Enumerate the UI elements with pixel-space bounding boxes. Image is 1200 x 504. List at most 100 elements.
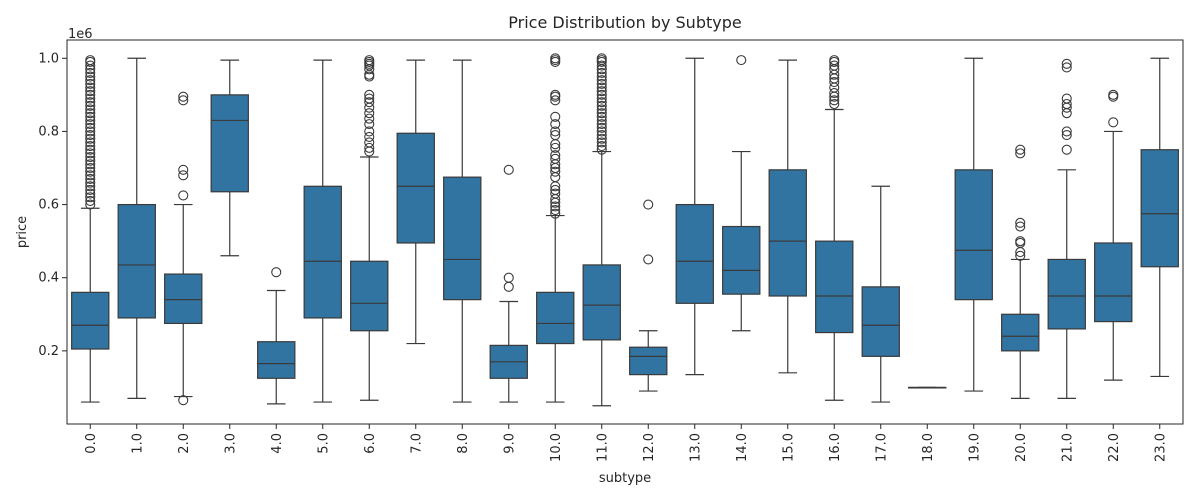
outlier-point (85, 166, 96, 177)
outlier-point (364, 93, 375, 104)
outlier-point (550, 201, 561, 212)
box-iqr (722, 225, 761, 295)
outlier-point (1061, 108, 1072, 119)
outlier-point (364, 55, 375, 66)
outlier-point (550, 208, 561, 219)
outlier-point (550, 95, 561, 106)
outlier-point (85, 111, 96, 122)
box-iqr (768, 169, 807, 297)
x-tick-label: 11.0 (595, 433, 610, 462)
outlier-point (85, 199, 96, 210)
outlier-point (85, 195, 96, 206)
outlier-point (1015, 144, 1026, 155)
outlier-point (85, 93, 96, 104)
outlier-point (596, 82, 607, 93)
outlier-point (550, 184, 561, 195)
outlier-point (364, 137, 375, 148)
y-tick-label: 1.0 (38, 51, 59, 66)
outlier-point (596, 137, 607, 148)
outlier-point (85, 122, 96, 133)
x-tick-label: 20.0 (1014, 433, 1029, 462)
y-tick-label: 0.4 (38, 271, 59, 286)
outlier-point (178, 95, 189, 106)
outlier-point (829, 98, 840, 110)
box-iqr (815, 240, 854, 334)
outlier-point (596, 130, 607, 141)
outlier-point (85, 82, 96, 93)
outlier-point (596, 89, 607, 100)
outlier-point (1108, 89, 1119, 100)
outlier-point (596, 60, 607, 71)
outlier-point (1061, 126, 1072, 137)
x-tick-label: 10.0 (549, 433, 564, 462)
outlier-point (85, 192, 96, 203)
outlier-point (596, 126, 607, 137)
outlier-point (178, 395, 189, 406)
outlier-point (364, 108, 375, 119)
outlier-point (85, 115, 96, 126)
box-iqr (164, 273, 203, 325)
outlier-point (829, 82, 840, 93)
box-iqr (1001, 313, 1040, 352)
x-tick-label: 12.0 (642, 433, 657, 462)
outlier-point (85, 184, 96, 195)
outlier-point (85, 133, 96, 144)
outlier-point (550, 89, 561, 100)
outlier-point (596, 119, 607, 130)
x-tick-label: 6.0 (363, 433, 378, 454)
box-iqr (117, 203, 156, 319)
outlier-point (85, 71, 96, 82)
x-tick-label: 2.0 (177, 433, 192, 454)
outlier-point (550, 142, 561, 153)
outlier-point (643, 199, 654, 210)
box-iqr (1140, 149, 1179, 268)
outlier-point (829, 55, 840, 66)
box-iqr (443, 176, 482, 301)
outlier-point (1061, 93, 1072, 104)
outlier-point (829, 77, 840, 88)
x-tick-label: 22.0 (1107, 433, 1122, 462)
outlier-point (85, 148, 96, 159)
outlier-point (85, 60, 96, 71)
x-tick-label: 3.0 (223, 433, 238, 454)
box-iqr (257, 341, 296, 379)
box-iqr (350, 260, 389, 332)
box-iqr (1047, 258, 1086, 330)
box-iqr (861, 286, 900, 357)
box-iqr (210, 94, 249, 193)
x-tick-label: 13.0 (688, 433, 703, 462)
outlier-point (550, 172, 561, 183)
x-tick-label: 8.0 (456, 433, 471, 454)
outlier-point (85, 100, 96, 111)
outlier-point (85, 141, 96, 152)
outlier-point (596, 53, 607, 64)
outlier-point (550, 166, 561, 177)
outlier-point (1015, 148, 1026, 159)
x-tick-label: 21.0 (1060, 433, 1075, 462)
outlier-point (596, 71, 607, 82)
outlier-point (596, 111, 607, 122)
outlier-point (364, 126, 375, 137)
outlier-point (550, 126, 561, 137)
outlier-point (364, 113, 375, 124)
outlier-point (85, 104, 96, 115)
x-tick-label: 0.0 (84, 433, 99, 454)
outlier-point (643, 254, 654, 265)
x-tick-label: 16.0 (828, 433, 843, 462)
outlier-point (364, 102, 375, 113)
outlier-point (364, 131, 375, 142)
outlier-point (1015, 221, 1026, 232)
outlier-point (85, 97, 96, 108)
outlier-point (178, 91, 189, 102)
box-iqr (675, 203, 714, 304)
outlier-point (503, 164, 514, 175)
outlier-point (178, 164, 189, 175)
outlier-point (85, 181, 96, 192)
outlier-point (596, 122, 607, 133)
outlier-point (596, 141, 607, 152)
outlier-point (1108, 117, 1119, 128)
outlier-point (85, 89, 96, 100)
outlier-point (596, 115, 607, 126)
